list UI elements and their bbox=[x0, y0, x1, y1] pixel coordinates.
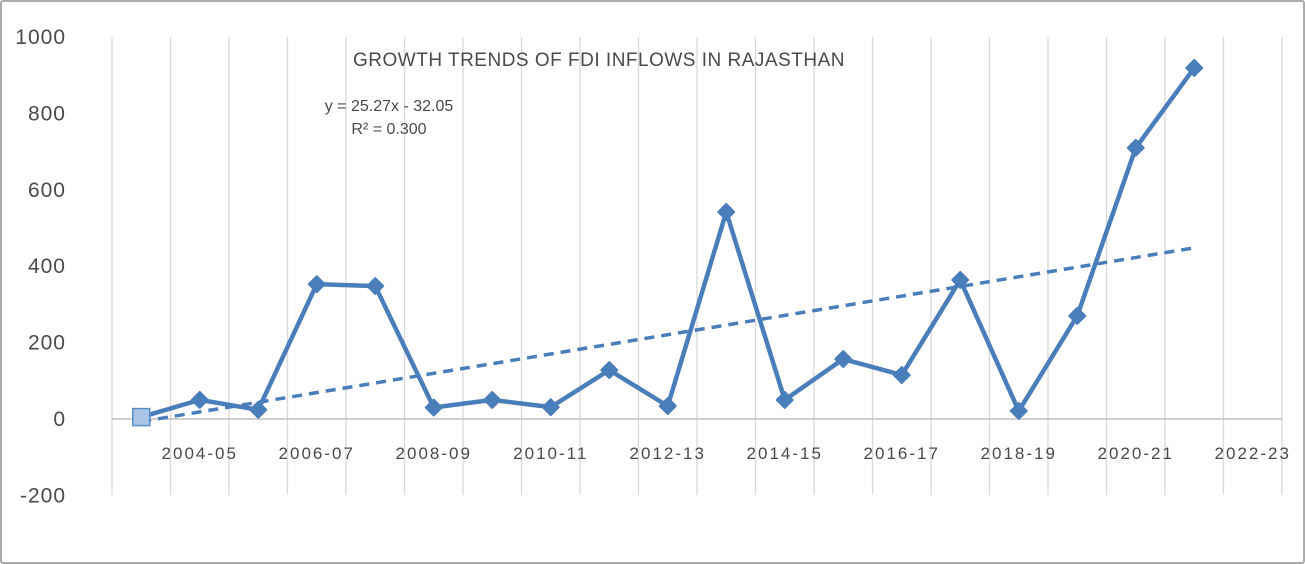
linear-trendline bbox=[140, 246, 1195, 424]
x-axis-tick-label: 2012-13 bbox=[630, 444, 706, 463]
x-axis-labels: 2004-05 2006-07 2008-09 2010-11 2012-13 2014-… bbox=[162, 444, 1291, 463]
y-axis-labels: -200 0 200 400 600 800 1000 bbox=[15, 26, 66, 507]
trendline-r-squared: R² = 0.300 bbox=[351, 121, 427, 138]
data-point-marker bbox=[658, 397, 677, 416]
data-point-marker bbox=[717, 202, 736, 221]
x-axis-tick-label: 2020-21 bbox=[1098, 444, 1174, 463]
y-axis-tick-label: 200 bbox=[28, 332, 66, 355]
trendline-equation-formula: y = 25.27x - 32.05 bbox=[324, 98, 454, 115]
data-point-marker bbox=[307, 275, 326, 294]
data-point-marker bbox=[834, 350, 853, 369]
y-axis-tick-label: 600 bbox=[28, 179, 66, 202]
x-axis-tick-label: 2018-19 bbox=[981, 444, 1057, 463]
data-point-marker bbox=[366, 277, 385, 296]
x-axis-tick-label: 2016-17 bbox=[864, 444, 940, 463]
data-point-marker bbox=[249, 400, 268, 419]
data-point-marker bbox=[190, 390, 209, 409]
x-axis-tick-label: 2014-15 bbox=[747, 444, 823, 463]
first-data-point-square-marker bbox=[132, 407, 151, 427]
data-point-marker bbox=[775, 390, 794, 409]
y-axis-tick-label: -200 bbox=[20, 484, 66, 507]
x-axis-tick-label: 2008-09 bbox=[396, 444, 472, 463]
data-point-marker bbox=[1068, 306, 1087, 325]
fdi-series-line bbox=[139, 65, 1197, 420]
data-point-marker bbox=[1185, 58, 1204, 77]
data-point-marker bbox=[424, 398, 443, 417]
x-axis-tick-label: 2010-11 bbox=[513, 444, 588, 463]
y-axis-tick-label: 0 bbox=[53, 408, 66, 431]
trendline-equation-block: y = 25.27x - 32.05 R² = 0.300 bbox=[304, 95, 474, 141]
x-axis-tick-label: 2006-07 bbox=[279, 444, 355, 463]
y-axis-tick-label: 800 bbox=[28, 102, 66, 125]
data-point-marker bbox=[541, 398, 560, 417]
chart-title: GROWTH TRENDS OF FDI INFLOWS IN RAJASTHA… bbox=[353, 50, 845, 71]
data-point-marker bbox=[1126, 138, 1145, 157]
x-axis-tick-label: 2004-05 bbox=[162, 444, 238, 463]
data-point-markers bbox=[132, 58, 1204, 427]
x-axis-tick-label: 2022-23 bbox=[1215, 444, 1291, 463]
data-point-marker bbox=[600, 361, 619, 380]
data-point-marker bbox=[1009, 401, 1028, 420]
data-point-marker bbox=[892, 366, 911, 385]
y-axis-tick-label: 1000 bbox=[15, 26, 66, 49]
vertical-gridlines bbox=[111, 37, 1283, 495]
y-axis-tick-label: 400 bbox=[28, 255, 66, 278]
data-point-marker bbox=[483, 390, 502, 409]
data-point-marker bbox=[951, 270, 970, 289]
